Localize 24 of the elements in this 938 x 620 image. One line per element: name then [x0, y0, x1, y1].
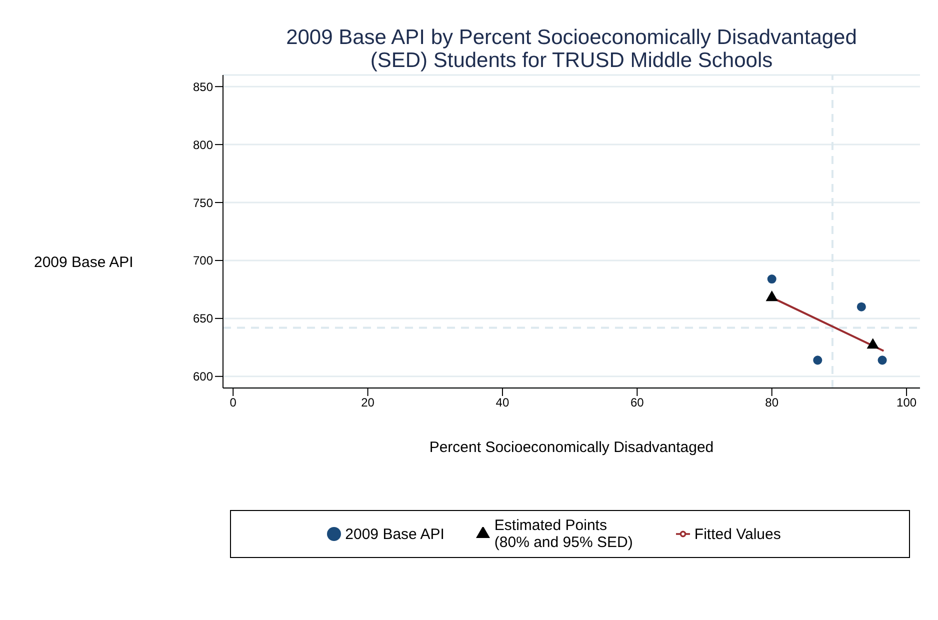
- y-tick-label: 600: [192, 370, 214, 384]
- y-tick-label: 800: [192, 138, 214, 152]
- point: [878, 356, 887, 365]
- x-axis-title: Percent Socioeconomically Disadvantaged: [429, 439, 714, 456]
- legend-label: Estimated Points (80% and 95% SED): [494, 517, 634, 551]
- chart-title: 2009 Base API by Percent Socioeconomically Disadvantaged (SED) Students for TRUSD Middle Schools: [285, 26, 858, 72]
- x-tick-label: 40: [496, 396, 510, 410]
- legend-label: 2009 Base API: [345, 526, 444, 542]
- y-tick-label: 850: [192, 80, 214, 94]
- x-tick-label: 100: [896, 396, 917, 410]
- x-tick-label: 60: [630, 396, 644, 410]
- legend-label: Fitted Values: [694, 526, 781, 542]
- point: [766, 290, 778, 302]
- x-tick-label: 0: [230, 396, 237, 410]
- point: [856, 302, 866, 312]
- point: [767, 274, 776, 284]
- y-tick-label: 750: [192, 196, 214, 210]
- point: [813, 356, 822, 365]
- y-axis-title: 2009 Base API: [34, 254, 134, 271]
- x-tick-label: 20: [361, 396, 375, 410]
- y-tick-label: 650: [192, 312, 214, 326]
- y-tick-label: 700: [192, 254, 214, 268]
- point: [866, 338, 879, 349]
- x-tick-label: 80: [765, 396, 779, 410]
